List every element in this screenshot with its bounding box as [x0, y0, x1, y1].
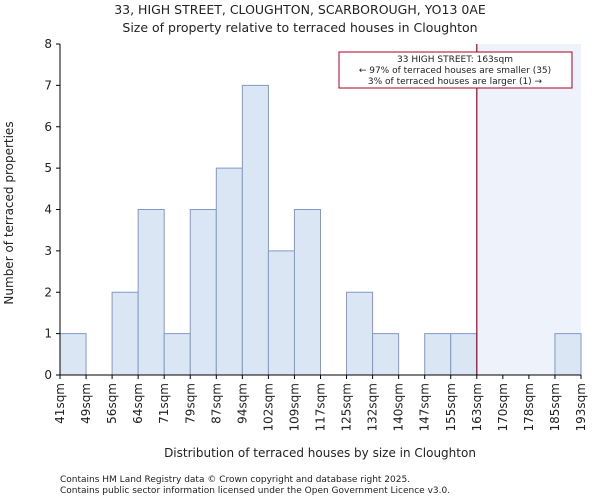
bar-87sqm [215, 167, 243, 376]
x-tick-label: 102sqm [261, 383, 275, 431]
x-tick-label: 64sqm [131, 383, 145, 424]
x-tick-label: 87sqm [209, 383, 223, 424]
y-tick-label: 2 [44, 285, 52, 299]
y-axis-label: Number of terraced properties [2, 121, 16, 304]
y-tick-label: 8 [44, 37, 52, 51]
y-tick-label: 3 [44, 244, 52, 258]
annotation-frame [338, 51, 573, 89]
x-tick-label: 147sqm [418, 383, 432, 431]
x-tick-label: 109sqm [287, 383, 301, 431]
bar-155sqm [450, 333, 478, 376]
bar-132sqm [372, 333, 400, 376]
x-tick-label: 41sqm [53, 383, 67, 424]
bar-102sqm [267, 250, 295, 376]
y-tick-label: 4 [44, 203, 52, 217]
bar-94sqm [241, 84, 269, 376]
annotation-line-2: ← 97% of terraced houses are smaller (35… [359, 66, 551, 76]
bar-109sqm [293, 209, 322, 376]
x-tick-label: 193sqm [574, 383, 588, 431]
chart-title: 33, HIGH STREET, CLOUGHTON, SCARBOROUGH,… [114, 2, 486, 17]
chart-subtitle: Size of property relative to terraced ho… [122, 20, 477, 35]
bars-group [59, 84, 582, 376]
y-tick-label: 6 [44, 120, 52, 134]
footer-line-1: Contains HM Land Registry data © Crown c… [60, 475, 410, 485]
x-tick-label: 140sqm [392, 383, 406, 431]
x-tick-label: 49sqm [79, 383, 93, 424]
x-tick-label: 79sqm [183, 383, 197, 424]
x-tick-label: 71sqm [157, 383, 171, 424]
bar-185sqm [554, 333, 582, 376]
x-tick-label: 125sqm [340, 383, 354, 431]
bar-56sqm [111, 291, 139, 376]
bar-147sqm [424, 333, 452, 376]
x-tick-label: 178sqm [522, 383, 536, 431]
x-axis-label: Distribution of terraced houses by size … [164, 446, 476, 460]
y-tick-label: 7 [44, 78, 52, 92]
x-tick-label: 56sqm [105, 383, 119, 424]
x-tick-label: 170sqm [496, 383, 510, 431]
bar-64sqm [137, 209, 165, 376]
y-tick-label: 1 [44, 327, 52, 341]
y-tick-label: 0 [44, 368, 52, 382]
bar-41sqm [59, 333, 87, 376]
x-tick-label: 117sqm [314, 383, 328, 431]
bar-71sqm [163, 333, 191, 376]
x-tick-label: 94sqm [235, 383, 249, 424]
x-tick-label: 155sqm [444, 383, 458, 431]
y-tick-label: 5 [44, 161, 52, 175]
x-tick-label: 163sqm [470, 383, 484, 431]
annotation-line-1: 33 HIGH STREET: 163sqm [397, 55, 513, 65]
bar-125sqm [346, 291, 374, 376]
annotation-box: 33 HIGH STREET: 163sqm ← 97% of terraced… [338, 51, 573, 89]
footer-line-2: Contains public sector information licen… [60, 486, 450, 496]
x-tick-label: 132sqm [366, 383, 380, 431]
y-ticks-group: 0 1 2 3 4 5 6 7 8 [44, 37, 60, 382]
annotation-line-3: 3% of terraced houses are larger (1) → [368, 77, 543, 87]
x-tick-label: 185sqm [548, 383, 562, 431]
bar-79sqm [189, 209, 217, 376]
x-ticks-group: 41sqm 49sqm 56sqm 64sqm 71sqm 79sqm 87sqm 94sqm… [53, 375, 588, 431]
larger-region-shade [476, 44, 581, 375]
